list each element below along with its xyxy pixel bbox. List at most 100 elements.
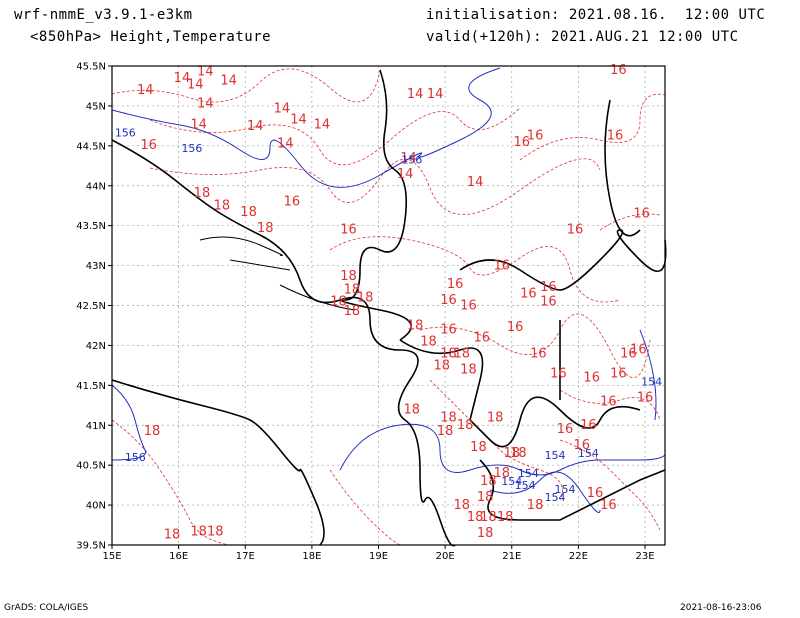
lon-tick-label: 21E <box>502 551 521 562</box>
temperature-label: 14 <box>220 73 237 88</box>
temperature-label: 14 <box>197 65 214 80</box>
temperature-label: 14 <box>467 175 484 190</box>
temperature-label: 18 <box>340 269 357 284</box>
temperature-contour <box>111 68 381 103</box>
temperature-label: 16 <box>540 295 557 310</box>
temperature-label: 16 <box>567 223 584 238</box>
height-contour <box>339 423 666 476</box>
height-label: 156 <box>115 126 136 139</box>
temperature-label: 14 <box>197 97 214 112</box>
temperature-label: 16 <box>527 128 544 143</box>
coastline <box>111 379 325 546</box>
lat-lon-grid <box>112 66 665 545</box>
latitude-axis: 45.5N 45N 44.5N 44N 43.5N 43N 42.5N 42N 41.5N 41N… <box>76 62 112 552</box>
height-label: 154 <box>515 479 536 492</box>
lon-tick-label: 16E <box>169 551 188 562</box>
height-label: 154 <box>641 375 662 388</box>
lon-tick-label: 22E <box>569 551 588 562</box>
border <box>604 99 641 237</box>
temperature-label: 16 <box>550 366 567 381</box>
temperature-label: 14 <box>190 117 207 132</box>
temperature-contour <box>111 419 231 546</box>
temperature-label: 16 <box>637 390 654 405</box>
lat-tick-label: 44.5N <box>76 141 106 152</box>
coastline <box>229 259 291 271</box>
longitude-axis: 15E 16E 17E 18E 19E 20E 21E 22E 23E <box>102 545 655 562</box>
grads-credit: GrADS: COLA/IGES <box>4 603 89 613</box>
temperature-label: 16 <box>447 277 464 292</box>
height-label: 156 <box>181 142 202 155</box>
temperature-label: 18 <box>190 524 207 539</box>
temperature-label: 18 <box>503 446 520 461</box>
lat-tick-label: 41.5N <box>76 381 106 392</box>
temperature-label: 18 <box>407 318 424 333</box>
height-label: 154 <box>555 483 576 496</box>
height-contour <box>111 67 501 188</box>
model-title: wrf-nmmE_v3.9.1-e3km <box>14 7 193 23</box>
temperature-label: 18 <box>164 528 181 543</box>
temperature-label: 16 <box>557 422 574 437</box>
temperature-label: 18 <box>357 291 374 306</box>
lat-tick-label: 45.5N <box>76 62 106 73</box>
border <box>459 229 667 291</box>
temperature-label: 16 <box>440 322 457 337</box>
temperature-label: 16 <box>493 259 510 274</box>
temperature-label: 14 <box>274 101 291 116</box>
temperature-contour <box>429 379 563 501</box>
temperature-label: 18 <box>467 510 484 525</box>
temperature-label: 18 <box>437 424 454 439</box>
init-time: initialisation: 2021.08.16. 12:00 UTC <box>426 7 766 23</box>
temperature-label: 16 <box>540 280 557 295</box>
lat-tick-label: 45N <box>86 101 106 112</box>
lat-tick-label: 44N <box>86 181 106 192</box>
temperature-label: 18 <box>527 498 544 513</box>
height-contour <box>111 384 147 461</box>
temperature-label: 14 <box>187 77 204 92</box>
temperature-label: 16 <box>620 346 637 361</box>
height-contours <box>111 67 666 513</box>
temperature-label: 16 <box>440 293 457 308</box>
coastline <box>279 284 356 311</box>
height-label: 154 <box>578 447 599 460</box>
temperature-label: 16 <box>460 298 477 313</box>
temperature-label: 16 <box>600 498 617 513</box>
temperature-label: 18 <box>487 410 504 425</box>
temperature-label: 14 <box>407 87 424 102</box>
border <box>340 69 412 341</box>
temperature-label: 14 <box>397 167 414 182</box>
lat-tick-label: 42.5N <box>76 301 106 312</box>
temperature-label: 18 <box>330 295 347 310</box>
temperature-label: 14 <box>277 136 294 151</box>
temperature-label: 14 <box>427 87 444 102</box>
temperature-label: 16 <box>630 342 647 357</box>
border <box>399 339 641 448</box>
height-label: 154 <box>545 449 566 462</box>
temperature-label: 18 <box>404 402 421 417</box>
height-label: 156 <box>401 153 422 166</box>
coastlines-borders <box>111 69 667 547</box>
temperature-label: 16 <box>610 63 627 78</box>
temperature-label: 18 <box>344 283 361 298</box>
temperature-label: 14 <box>174 71 191 86</box>
height-label: 154 <box>518 467 539 480</box>
temperature-label: 18 <box>207 524 224 539</box>
temperature-label: 16 <box>507 320 524 335</box>
field-title: <850hPa> Height,Temperature <box>30 29 272 45</box>
temperature-label: 18 <box>420 334 437 349</box>
temperature-label: 14 <box>137 83 154 98</box>
temperature-contour <box>559 439 661 531</box>
temperature-label: 18 <box>434 358 451 373</box>
temperature-label: 16 <box>140 138 157 153</box>
temperature-contour <box>559 389 661 421</box>
height-contour <box>639 329 657 421</box>
temperature-contour <box>329 469 401 546</box>
temperature-label: 16 <box>583 370 600 385</box>
temperature-label: 18 <box>477 490 494 505</box>
lon-tick-label: 20E <box>436 551 455 562</box>
temperature-label: 14 <box>290 112 307 127</box>
lat-tick-label: 42N <box>86 341 106 352</box>
temperature-label: 14 <box>400 151 417 166</box>
temperature-label: 18 <box>460 362 477 377</box>
